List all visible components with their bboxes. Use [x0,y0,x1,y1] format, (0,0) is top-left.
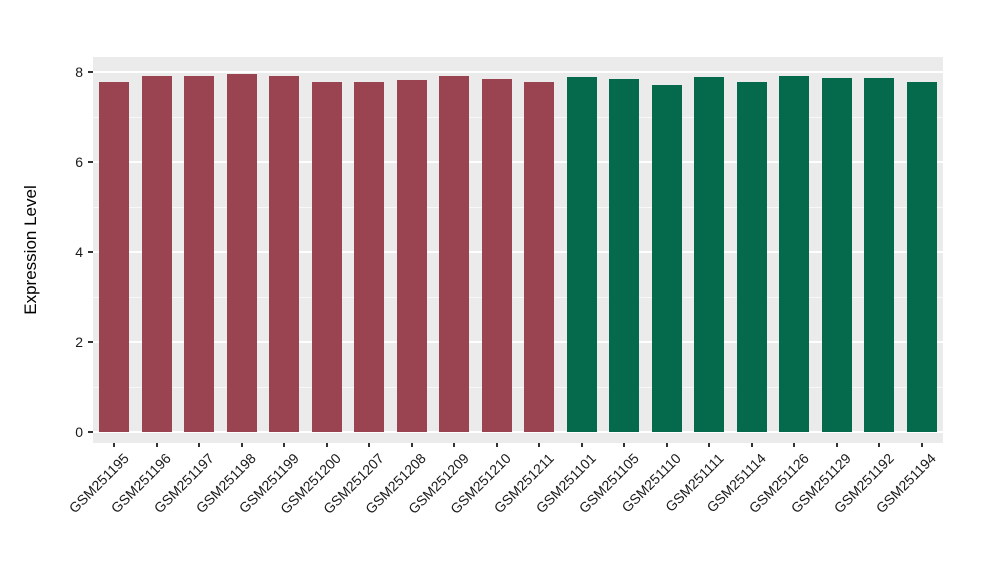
x-tick-mark [793,443,796,447]
bar-GSM251207 [354,81,385,432]
x-tick-mark [283,443,286,447]
y-tick-mark [88,161,93,163]
gridline-major [93,71,943,73]
y-tick-mark [88,251,93,253]
bar-GSM251211 [524,82,555,432]
plot-panel [93,57,943,443]
x-tick-mark [240,443,243,447]
gridline-major [93,251,943,253]
x-tick-mark [410,443,413,447]
x-tick-mark [325,443,328,447]
gridline-minor [93,116,943,118]
bar-GSM251192 [864,77,895,432]
bar-GSM251110 [651,84,682,432]
bar-GSM251197 [184,75,215,432]
bar-GSM251114 [736,81,767,432]
bar-GSM251105 [609,78,640,432]
y-tick-mark [88,341,93,343]
bar-GSM251198 [226,74,257,432]
gridline-major [93,161,943,163]
x-tick-mark [835,443,838,447]
gridline-minor [93,206,943,208]
x-tick-mark [198,443,201,447]
y-tick-label: 6 [75,154,83,170]
bar-GSM251126 [779,75,810,432]
y-tick-mark [88,71,93,73]
bar-GSM251199 [269,76,300,432]
x-tick-mark [750,443,753,447]
x-tick-mark [495,443,498,447]
x-tick-mark [920,443,923,447]
bar-GSM251194 [906,81,937,432]
gridline-major [93,341,943,343]
bar-GSM251101 [566,76,597,432]
y-tick-label: 8 [75,64,83,80]
y-tick-mark [88,431,93,433]
x-tick-mark [665,443,668,447]
x-tick-mark [538,443,541,447]
x-tick-mark [113,443,116,447]
x-tick-mark [155,443,158,447]
bar-GSM251209 [439,76,470,432]
gridline-major [93,431,943,433]
x-tick-mark [453,443,456,447]
gridline-minor [93,386,943,388]
bar-GSM251208 [396,79,427,432]
x-tick-mark [878,443,881,447]
bar-GSM251210 [481,78,512,432]
bar-GSM251111 [694,76,725,432]
bar-GSM251196 [141,75,172,432]
bar-GSM251195 [99,81,130,432]
x-tick-mark [580,443,583,447]
y-tick-label: 0 [75,424,83,440]
x-tick-mark [623,443,626,447]
x-tick-mark [708,443,711,447]
bar-GSM251129 [821,77,852,432]
bar-GSM251200 [311,82,342,432]
x-tick-mark [368,443,371,447]
y-tick-label: 2 [75,334,83,350]
y-tick-label: 4 [75,244,83,260]
gridline-minor [93,296,943,298]
